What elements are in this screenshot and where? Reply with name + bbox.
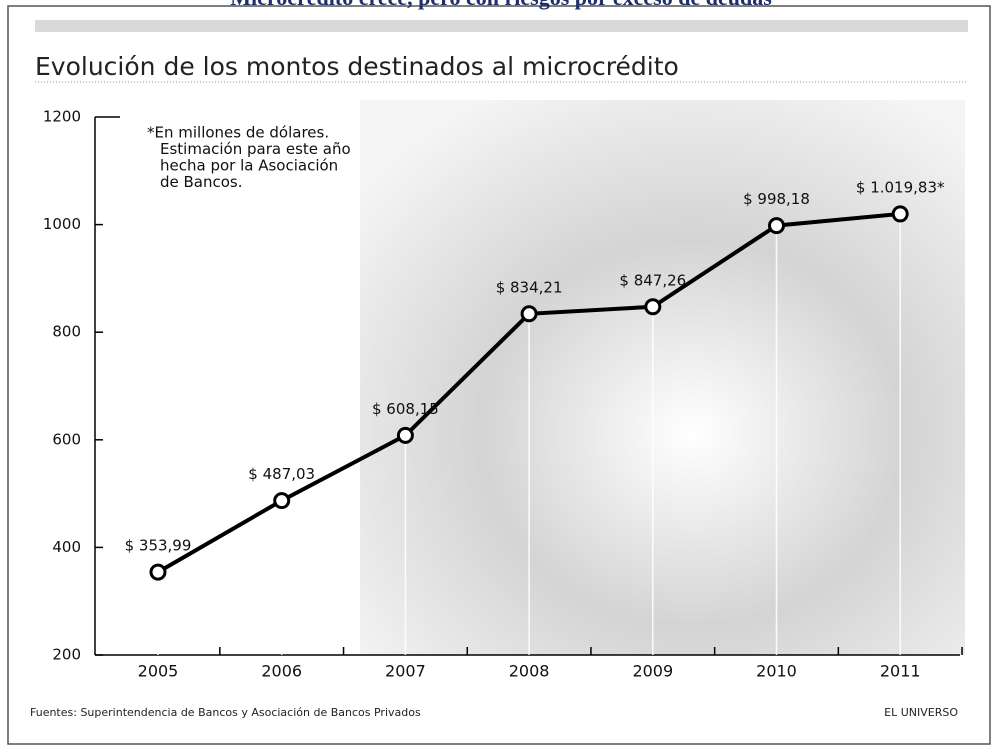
y-tick-label: 400	[52, 538, 81, 556]
x-tick-label: 2010	[756, 662, 797, 681]
y-tick-label: 200	[52, 646, 81, 664]
header-bar	[35, 20, 968, 32]
value-label: $ 847,26	[619, 271, 686, 289]
point	[273, 492, 291, 510]
note-line: hecha por la Asociación	[160, 157, 338, 175]
point	[149, 563, 167, 581]
source: Fuentes: Superintendencia de Bancos y As…	[30, 706, 421, 719]
note-line: de Bancos.	[160, 173, 243, 191]
x-tick-label: 2009	[632, 662, 673, 681]
x-tick-label: 2008	[509, 662, 550, 681]
y-tick-label: 1000	[43, 215, 81, 233]
point	[768, 217, 785, 235]
x-tick-label: 2005	[138, 662, 179, 681]
point	[396, 426, 414, 444]
value-label: $ 998,18	[743, 190, 810, 208]
note: *En millones de dólares.Estimación para …	[147, 124, 351, 192]
value-label: $ 608,15	[372, 400, 439, 418]
frame	[7, 5, 991, 745]
x-tick-label: 2007	[385, 662, 426, 681]
note-line: *En millones de dólares.	[147, 124, 329, 142]
value-label: $ 834,21	[496, 278, 563, 296]
photo-background	[360, 100, 965, 655]
point	[644, 298, 662, 316]
credit: EL UNIVERSO	[884, 706, 958, 719]
value-label: $ 353,99	[125, 537, 192, 555]
value-label: $ 1.019,83*	[856, 178, 945, 196]
headline: Microcrédito crece, pero con riesgos por…	[230, 0, 772, 10]
x-tick-label: 2006	[261, 662, 302, 681]
value-label: $ 487,03	[248, 465, 315, 483]
note-line: Estimación para este año	[160, 140, 351, 158]
y-tick-label: 1200	[43, 108, 81, 126]
chart-title: Evolución de los montos destinados al mi…	[35, 52, 679, 81]
point	[520, 305, 538, 323]
y-tick-label: 600	[52, 430, 81, 448]
y-tick-label: 800	[52, 323, 81, 341]
point	[891, 205, 909, 223]
x-tick-label: 2011	[880, 662, 921, 681]
